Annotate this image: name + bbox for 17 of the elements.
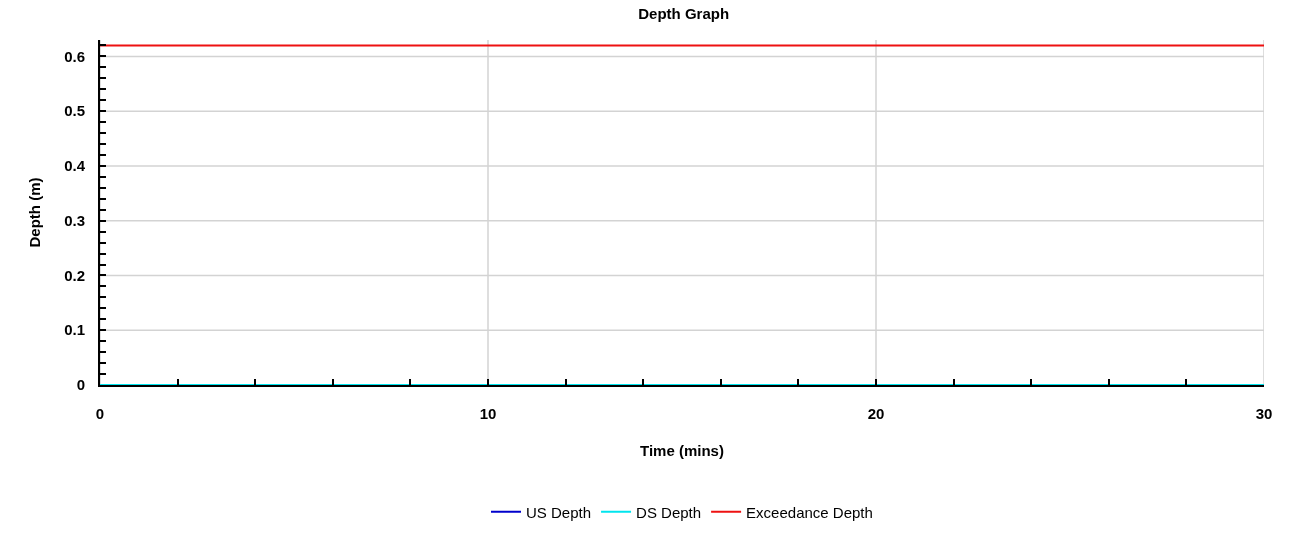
chart-title: Depth Graph	[638, 4, 730, 22]
y-tick-label: 0.3	[64, 211, 85, 229]
x-tick-label: 20	[867, 405, 885, 422]
x-axis-title: Time (mins)	[640, 441, 724, 459]
x-tick-label: 0	[95, 405, 105, 422]
x-tick-label: 10	[479, 405, 497, 422]
y-tick-label: 0.2	[64, 266, 85, 284]
x-tick-label: 30	[1255, 405, 1273, 422]
y-tick-label: 0	[76, 376, 85, 394]
legend-label: DS Depth	[636, 503, 702, 521]
y-tick-label: 0.1	[64, 321, 85, 339]
legend-label: Exceedance Depth	[746, 503, 873, 521]
y-axis-title: Depth (m)	[25, 177, 43, 248]
y-tick-label: 0.6	[64, 47, 85, 65]
legend-label: US Depth	[526, 503, 592, 521]
y-tick-label: 0.5	[64, 102, 85, 120]
y-tick-label: 0.4	[64, 157, 86, 175]
